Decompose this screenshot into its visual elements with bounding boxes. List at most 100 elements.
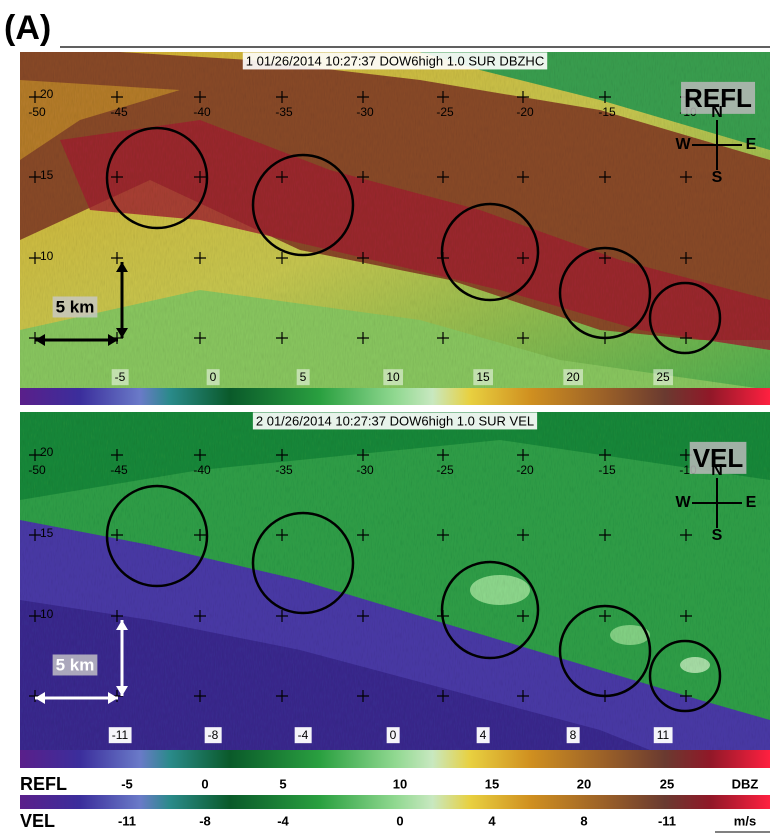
compass-e: E (746, 136, 757, 153)
range-cross (194, 252, 206, 264)
range-cross (437, 449, 449, 461)
legend-label: 0 (396, 813, 403, 828)
feature-circle (558, 604, 652, 698)
colorbar-label-bg (566, 727, 580, 744)
colorbar-label: -11 (112, 728, 129, 742)
legend-colorbar (20, 795, 770, 809)
range-cross (29, 449, 41, 461)
range-cross (194, 529, 206, 541)
range-cross (680, 252, 692, 264)
feature-circle (558, 246, 652, 340)
range-cross (111, 91, 123, 103)
panel-header: 2 01/26/2014 10:27:37 DOW6high 1.0 SUR V… (256, 413, 534, 428)
range-cross (680, 332, 692, 344)
y-label: 20 (40, 445, 54, 459)
scale-label: 5 km (56, 655, 95, 674)
colorbar (20, 750, 770, 768)
range-cross (357, 690, 369, 702)
x-label: -45 (110, 463, 128, 477)
range-cross (437, 91, 449, 103)
range-cross (276, 690, 288, 702)
colorbar-label-bg (473, 369, 493, 386)
x-label: -45 (110, 105, 128, 119)
panel-header-bg (252, 412, 538, 430)
range-cross (437, 171, 449, 183)
y-label: 15 (40, 526, 54, 540)
range-cross (29, 171, 41, 183)
x-label: -25 (436, 105, 454, 119)
range-cross (29, 610, 41, 622)
range-cross (276, 332, 288, 344)
colorbar-label: 10 (386, 370, 400, 384)
range-cross (276, 449, 288, 461)
legend-label: 10 (393, 776, 407, 791)
colorbar-label: 25 (656, 370, 670, 384)
colorbar-label-bg (476, 727, 490, 744)
x-label: -50 (28, 463, 46, 477)
colorbar-label: 4 (480, 728, 487, 742)
compass-w: W (675, 136, 691, 153)
range-cross (599, 171, 611, 183)
range-cross (680, 529, 692, 541)
scale-arrows (35, 262, 124, 342)
compass-n: N (711, 462, 723, 479)
legend-name: REFL (20, 774, 67, 794)
colorbar-label-bg (294, 727, 312, 744)
colorbar-label-bg (204, 727, 222, 744)
arrow-heads (35, 262, 128, 346)
range-cross (599, 449, 611, 461)
colorbar-label: 11 (657, 728, 670, 742)
legend-label: 0 (201, 776, 208, 791)
range-cross (680, 610, 692, 622)
x-label: -30 (356, 105, 374, 119)
compass-e: E (746, 494, 757, 511)
y-label: 10 (40, 607, 54, 621)
range-cross (111, 529, 123, 541)
range-cross (194, 171, 206, 183)
colorbar-label-bg (563, 369, 583, 386)
scale-label: 5 km (56, 297, 95, 316)
range-cross (599, 91, 611, 103)
range-cross (517, 91, 529, 103)
colorbar-label: 0 (390, 728, 397, 742)
colorbar-label-bg (108, 727, 132, 744)
range-cross (194, 690, 206, 702)
range-cross (357, 252, 369, 264)
feature-circle (440, 560, 540, 660)
colorbar-label: 5 (300, 370, 307, 384)
compass-lines (692, 120, 742, 170)
range-cross (276, 171, 288, 183)
colorbar-label: -5 (115, 370, 126, 384)
x-label: -35 (275, 105, 293, 119)
arrow-heads (35, 620, 128, 704)
range-cross (194, 332, 206, 344)
colorbar-label: -4 (298, 728, 309, 742)
compass-n: N (711, 104, 723, 121)
panel-badge: REFL (684, 83, 752, 113)
panel-header-bg (242, 52, 548, 70)
x-label: -50 (28, 105, 46, 119)
range-cross (599, 252, 611, 264)
legend-label: 25 (660, 776, 674, 791)
scale-label-bg (52, 296, 98, 318)
colorbar-label: -8 (208, 728, 219, 742)
range-cross (276, 91, 288, 103)
x-label: -15 (598, 105, 616, 119)
legend-label: 4 (488, 813, 496, 828)
compass-lines (692, 478, 742, 528)
feature-circle (105, 126, 209, 230)
range-cross (517, 171, 529, 183)
colorbar-label: 20 (566, 370, 580, 384)
range-cross (357, 91, 369, 103)
range-cross (111, 610, 123, 622)
panel-header: 1 01/26/2014 10:27:37 DOW6high 1.0 SUR D… (246, 53, 544, 68)
vel-image (20, 412, 770, 750)
range-cross (276, 529, 288, 541)
range-cross (437, 690, 449, 702)
x-label: -20 (516, 463, 534, 477)
legend-label: 20 (577, 776, 591, 791)
colorbar-label-bg (383, 369, 403, 386)
range-cross (276, 610, 288, 622)
range-cross (517, 529, 529, 541)
